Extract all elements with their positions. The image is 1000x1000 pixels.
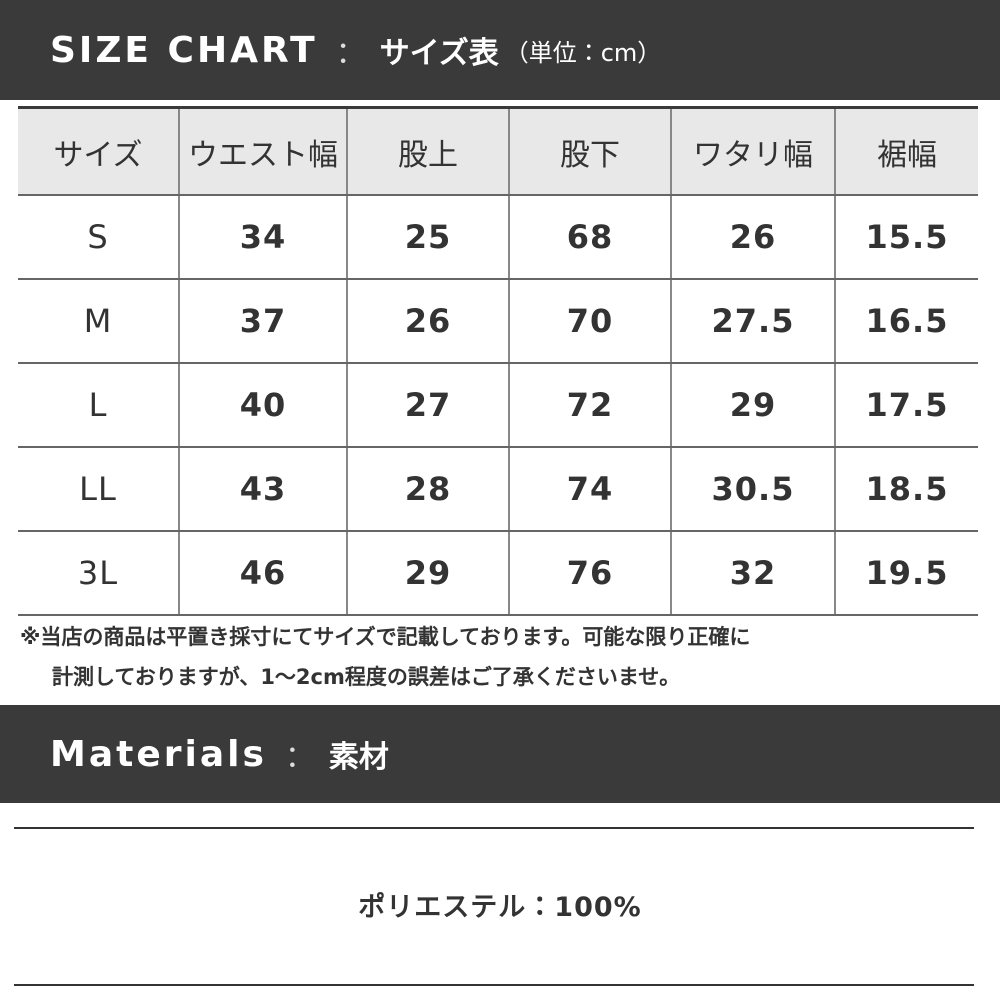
- column-header: サイズ: [18, 109, 178, 194]
- size-label: 3L: [77, 554, 119, 592]
- table-cell: 37: [178, 280, 346, 362]
- table-cell: 29: [346, 532, 508, 614]
- materials-text: ポリエステル：100%: [358, 892, 642, 923]
- size-label: S: [87, 218, 109, 256]
- table-cell: 76: [508, 532, 670, 614]
- header-unit: （単位：cm）: [504, 38, 662, 67]
- materials-subtitle: 素材: [328, 740, 389, 775]
- table-cell: 70: [508, 280, 670, 362]
- table-cell: 68: [508, 196, 670, 278]
- table-row: S 34 25 68 26 15.5: [18, 196, 978, 280]
- table-cell: 72: [508, 364, 670, 446]
- column-header: ワタリ幅: [670, 109, 834, 194]
- column-header: 股下: [508, 109, 670, 194]
- table-cell: 17.5: [834, 364, 978, 446]
- table-cell: 32: [670, 532, 834, 614]
- table-cell: 28: [346, 448, 508, 530]
- table-row: L 40 27 72 29 17.5: [18, 364, 978, 448]
- table-cell: 43: [178, 448, 346, 530]
- table-cell: 25: [346, 196, 508, 278]
- table-cell: 40: [178, 364, 346, 446]
- header-bar: SIZE CHART ： サイズ表 （単位：cm）: [0, 0, 1000, 100]
- table-row: M 37 26 70 27.5 16.5: [18, 280, 978, 364]
- table-cell: 18.5: [834, 448, 978, 530]
- header-title: SIZE CHART: [50, 29, 318, 71]
- size-label: LL: [79, 470, 117, 508]
- header-separator: ：: [335, 36, 366, 71]
- header-row: サイズ ウエスト幅 股上 股下 ワタリ幅 裾幅: [18, 109, 978, 196]
- divider: [14, 984, 974, 986]
- table-cell: 30.5: [670, 448, 834, 530]
- table-cell: 27.5: [670, 280, 834, 362]
- table-cell: 26: [670, 196, 834, 278]
- column-header: 裾幅: [834, 109, 978, 194]
- table-cell: 74: [508, 448, 670, 530]
- materials-separator: ：: [284, 740, 315, 775]
- column-header: ウエスト幅: [178, 109, 346, 194]
- table-cell: 19.5: [834, 532, 978, 614]
- materials-bar: Materials ： 素材: [0, 705, 1000, 803]
- note-line: 計測しておりますが、1〜2cm程度の誤差はご了承くださいませ。: [52, 665, 681, 689]
- size-table: サイズ ウエスト幅 股上 股下 ワタリ幅 裾幅 S 34 25 68 26 15.5 M 37 26 70 27…: [18, 106, 978, 616]
- table-cell: 34: [178, 196, 346, 278]
- column-header: 股上: [346, 109, 508, 194]
- table-cell: 46: [178, 532, 346, 614]
- note-line: ※当店の商品は平置き採寸にてサイズで記載しております。可能な限り正確に: [20, 625, 751, 649]
- table-cell: 29: [670, 364, 834, 446]
- header-subtitle: サイズ表: [379, 36, 499, 71]
- table-cell: 15.5: [834, 196, 978, 278]
- table-row: LL 43 28 74 30.5 18.5: [18, 448, 978, 532]
- table-cell: 16.5: [834, 280, 978, 362]
- table-cell: 27: [346, 364, 508, 446]
- table-cell: 26: [346, 280, 508, 362]
- size-label: L: [88, 386, 108, 424]
- table-row: 3L 46 29 76 32 19.5: [18, 532, 978, 616]
- materials-title: Materials: [50, 733, 267, 775]
- size-label: M: [83, 302, 113, 340]
- divider: [14, 827, 974, 829]
